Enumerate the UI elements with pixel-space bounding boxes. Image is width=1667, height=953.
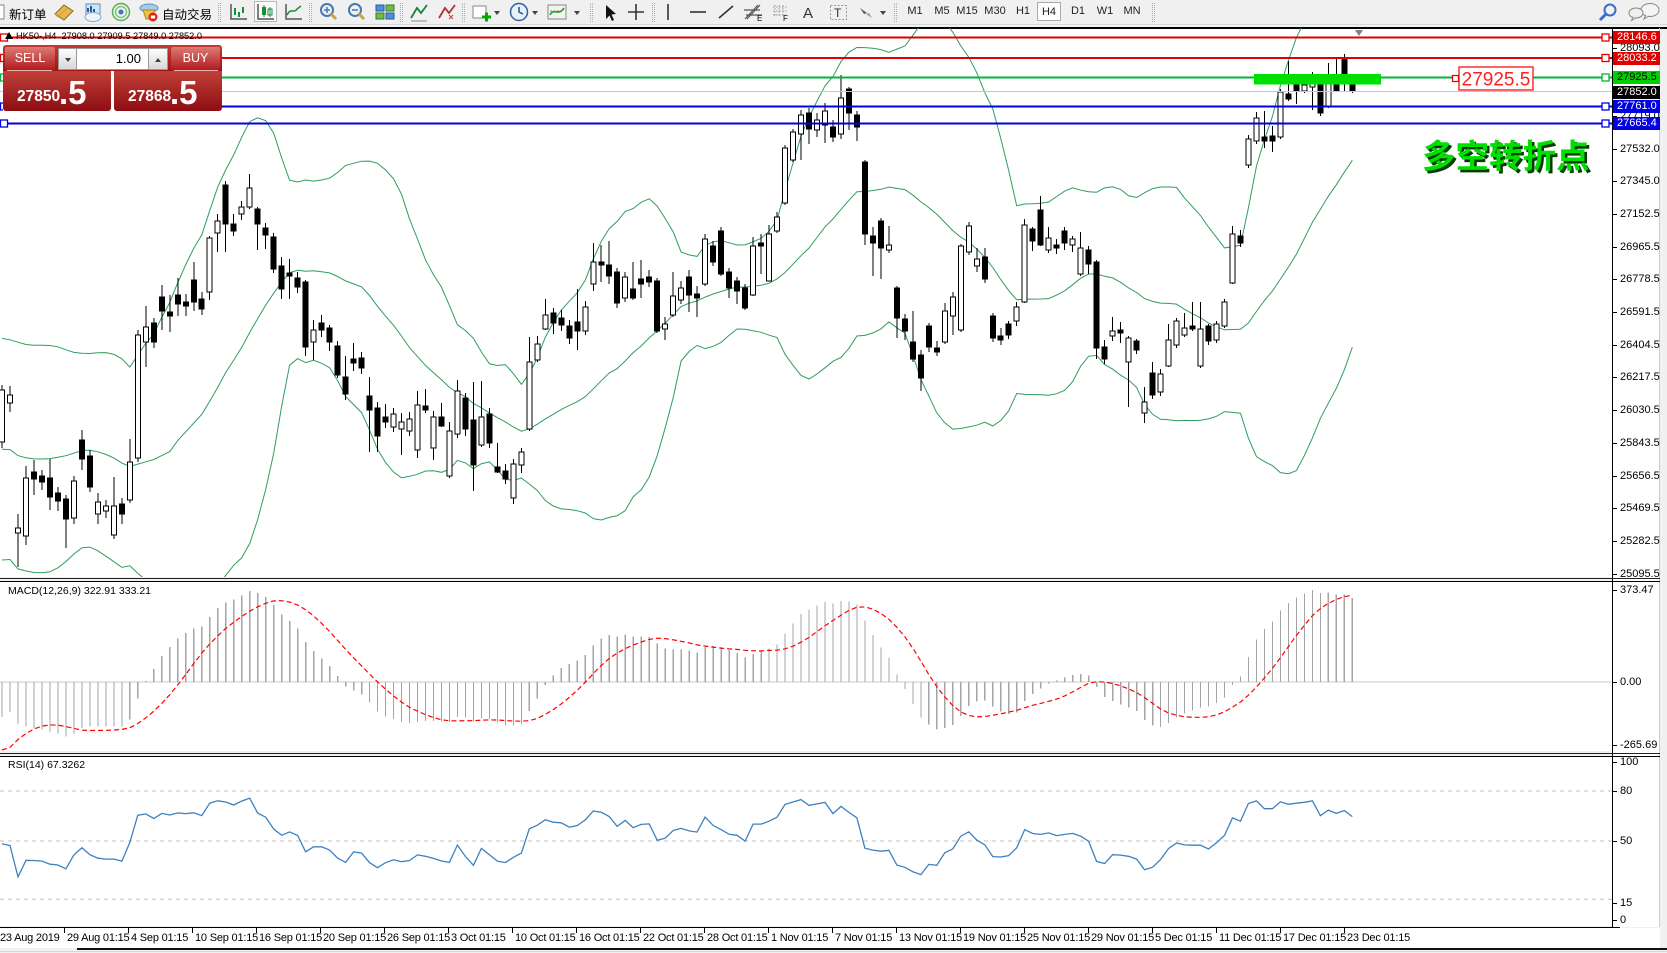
svg-text:T: T — [834, 6, 842, 20]
svg-text:A: A — [803, 5, 813, 22]
svg-text:E: E — [757, 14, 762, 23]
svg-text:F: F — [783, 14, 788, 23]
svg-text:27925.5: 27925.5 — [1462, 70, 1531, 91]
